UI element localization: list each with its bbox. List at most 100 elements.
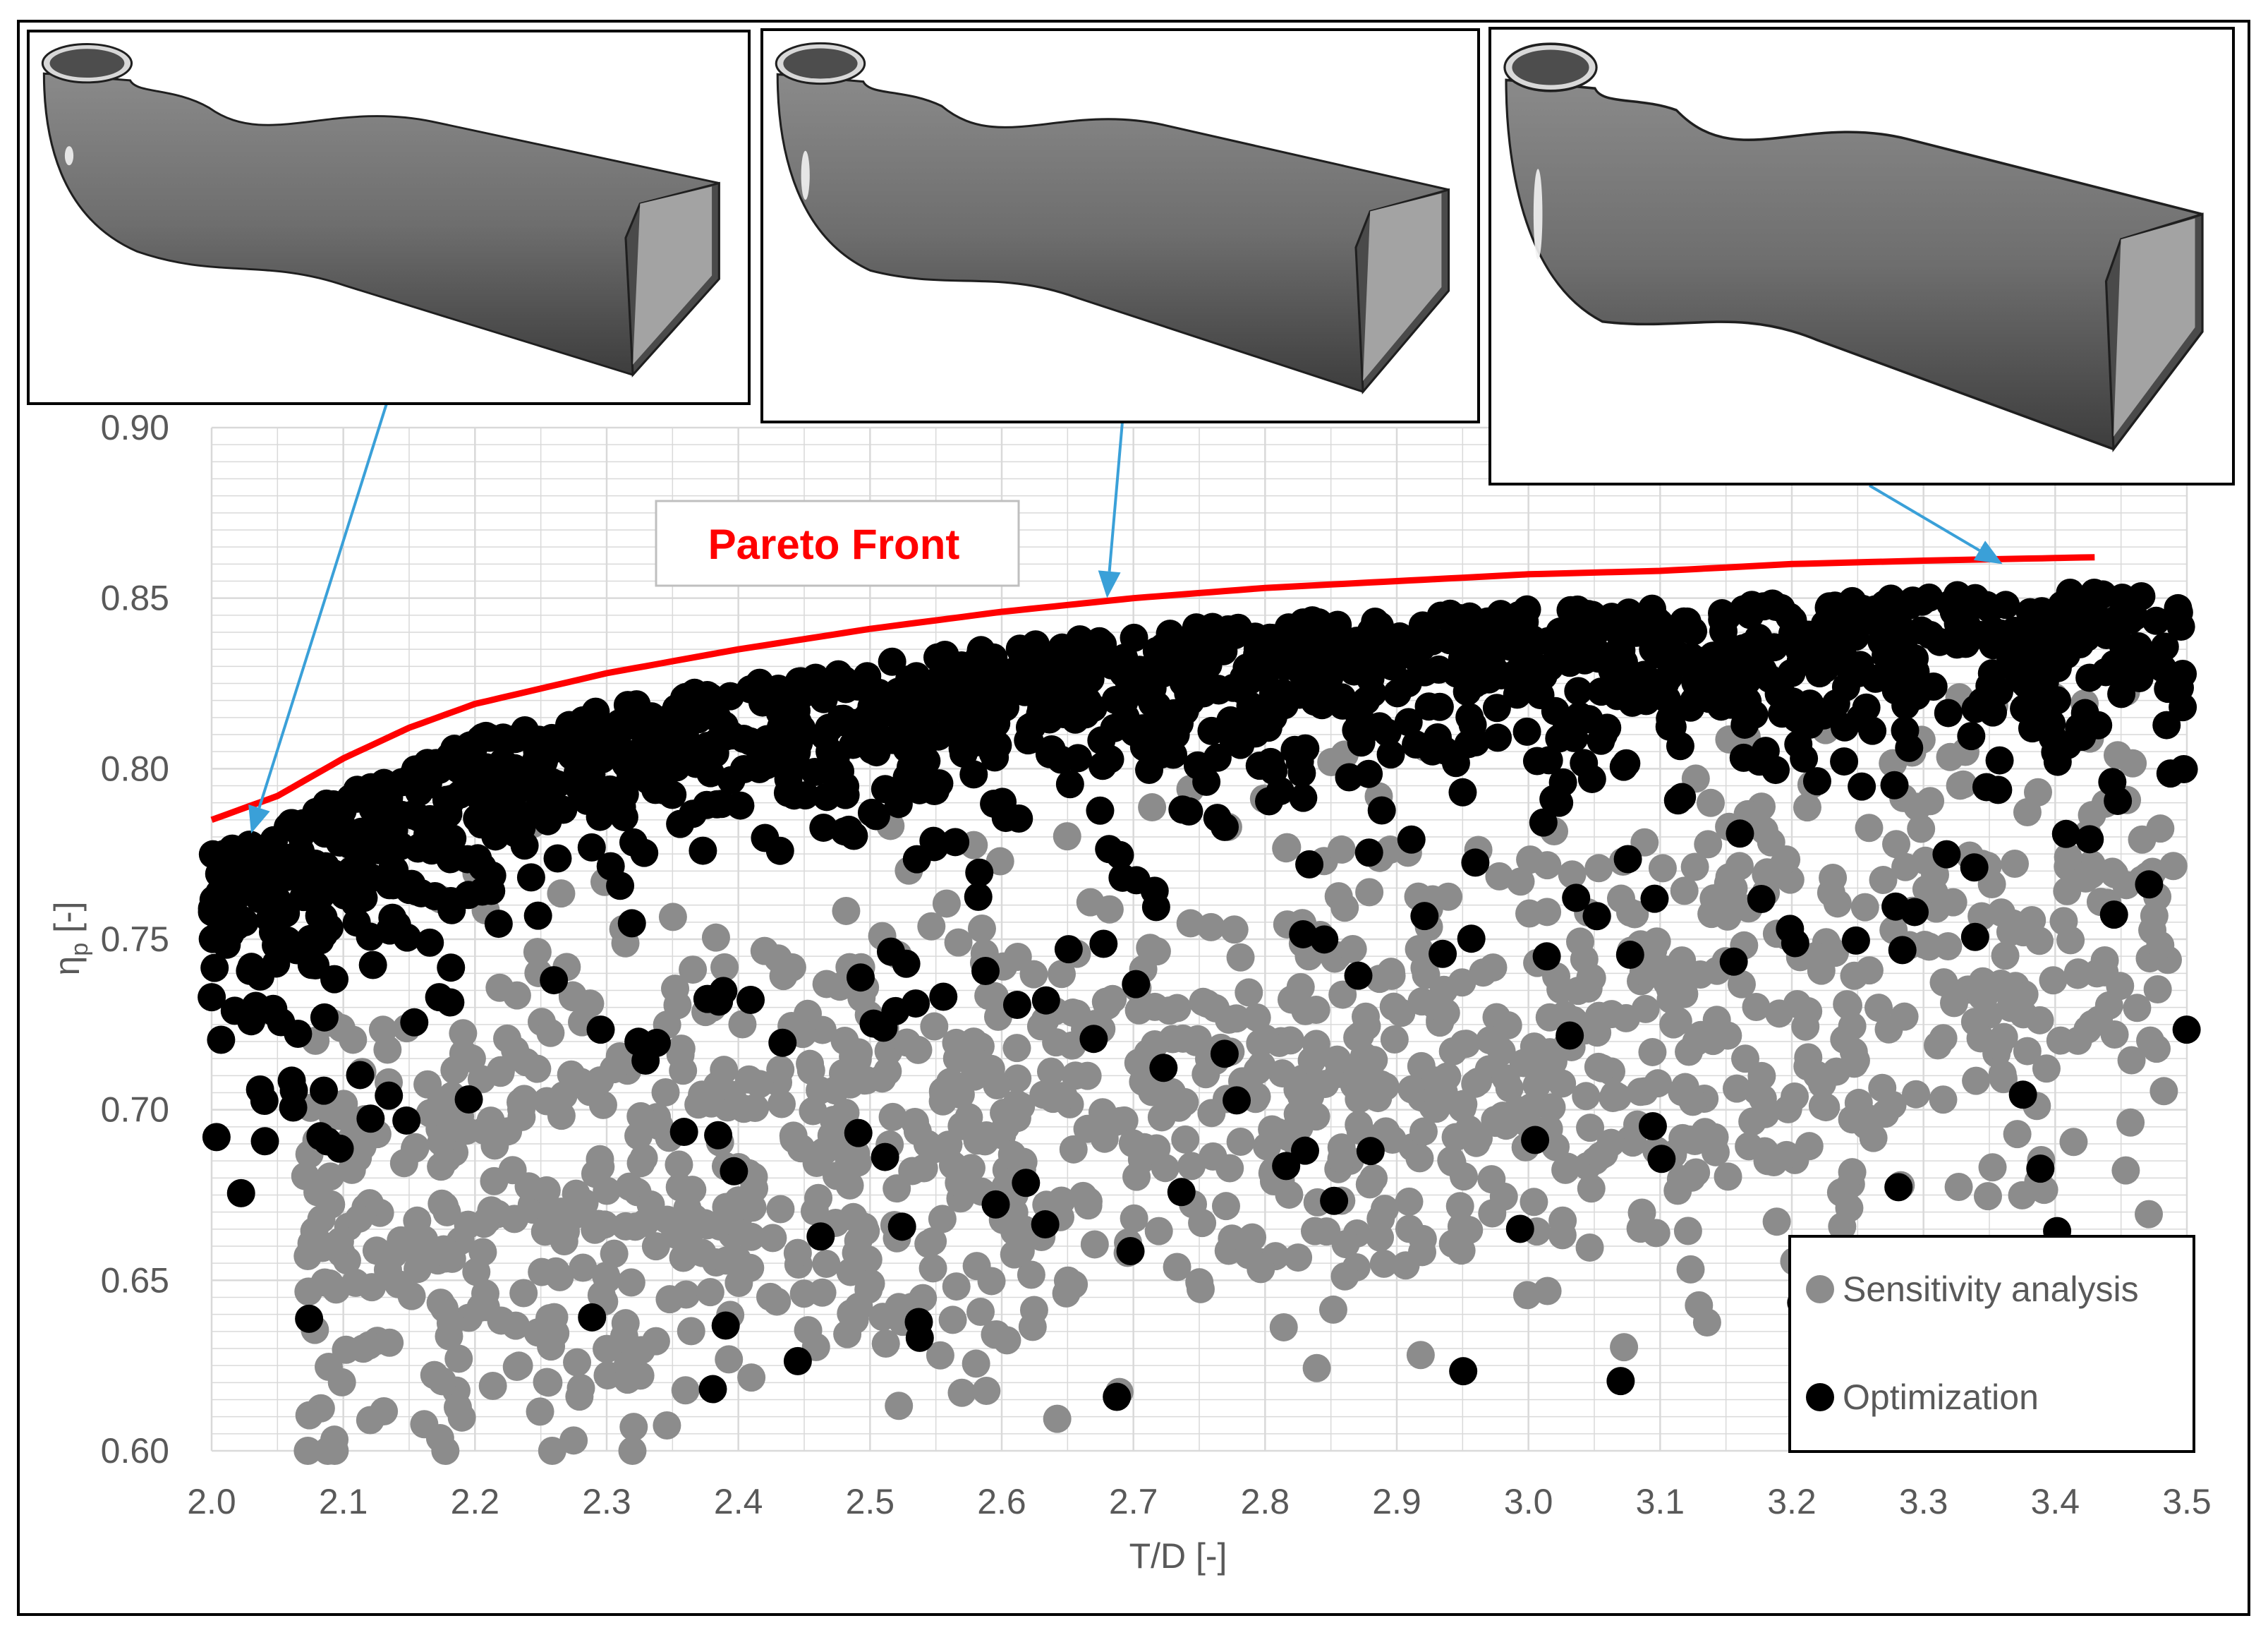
sensitivity-point <box>2039 966 2068 995</box>
sensitivity-point <box>1495 1073 1524 1102</box>
sensitivity-point <box>315 1353 344 1382</box>
sensitivity-point <box>932 889 961 918</box>
sensitivity-point <box>1226 1128 1255 1157</box>
optimization-point <box>2025 604 2054 633</box>
sensitivity-point <box>526 1397 554 1426</box>
optimization-point <box>669 1118 698 1147</box>
sensitivity-point <box>600 1239 629 1268</box>
sensitivity-point <box>986 847 1014 876</box>
optimization-point <box>712 722 741 751</box>
optimization-point <box>1508 622 1537 651</box>
duct-rendering <box>775 42 1450 395</box>
optimization-point <box>801 663 830 692</box>
optimization-point <box>1373 718 1402 747</box>
optimization-point <box>720 1157 748 1185</box>
sensitivity-point <box>918 1227 947 1256</box>
sensitivity-point <box>509 1279 538 1308</box>
sensitivity-point <box>768 1090 796 1118</box>
sensitivity-point <box>777 953 806 982</box>
sensitivity-point <box>303 1178 332 1207</box>
sensitivity-point <box>783 1238 812 1267</box>
optimization-point <box>218 834 247 863</box>
sensitivity-point <box>942 1272 971 1301</box>
sensitivity-point <box>1323 1045 1352 1074</box>
sensitivity-point <box>2142 1034 2171 1063</box>
optimization-point <box>1002 990 1031 1019</box>
optimization-point <box>1936 589 1965 618</box>
sensitivity-point <box>1663 1007 1692 1036</box>
optimization-point <box>624 1027 653 1056</box>
sensitivity-point <box>653 1411 681 1440</box>
optimization-point <box>965 858 994 887</box>
sensitivity-point <box>563 1348 592 1377</box>
sensitivity-point <box>293 1437 322 1465</box>
sensitivity-point <box>1597 1000 1626 1029</box>
sensitivity-point <box>909 1154 938 1183</box>
optimization-point <box>847 670 876 699</box>
optimization-point <box>1385 622 1414 651</box>
optimization-point <box>1216 616 1245 645</box>
optimization-point <box>947 671 976 700</box>
sensitivity-point <box>1220 915 1249 944</box>
optimization-point <box>1587 677 1615 706</box>
optimization-point <box>930 640 959 669</box>
sensitivity-point <box>2054 843 2082 871</box>
sensitivity-point <box>452 1116 481 1145</box>
sensitivity-point <box>756 1282 784 1311</box>
sensitivity-point <box>1469 958 1498 987</box>
sensitivity-point <box>397 1281 426 1310</box>
optimization-point <box>245 1075 274 1104</box>
optimization-point <box>1356 1137 1385 1166</box>
optimization-point <box>1793 706 1822 735</box>
sensitivity-point <box>750 936 779 965</box>
figure-frame <box>17 20 2250 1616</box>
sensitivity-point <box>1485 862 1514 891</box>
sensitivity-point <box>724 1268 753 1297</box>
sensitivity-point <box>1891 852 1920 881</box>
sensitivity-point <box>1907 814 1936 843</box>
optimization-point <box>1273 623 1302 652</box>
optimization-point <box>1394 708 1423 737</box>
optimization-point <box>1245 658 1274 687</box>
optimization-point <box>917 674 946 703</box>
sensitivity-point <box>427 1189 456 1218</box>
sensitivity-point <box>536 1200 565 1229</box>
optimization-point <box>1972 773 2001 802</box>
optimization-point <box>1587 726 1615 755</box>
sensitivity-point <box>723 1245 752 1274</box>
optimization-point <box>964 882 993 911</box>
x-tick-label: 3.1 <box>1636 1482 1685 1521</box>
optimization-point <box>1344 961 1373 990</box>
sensitivity-point <box>1572 1082 1601 1111</box>
sensitivity-point <box>766 1055 795 1084</box>
optimization-point <box>2142 606 2171 635</box>
optimization-point <box>1744 623 1773 652</box>
sensitivity-point <box>2123 994 2152 1022</box>
optimization-point <box>588 744 617 773</box>
optimization-point <box>1291 734 1320 763</box>
sensitivity-point <box>1673 961 1702 990</box>
optimization-point <box>1593 609 1622 638</box>
optimization-point <box>310 819 339 848</box>
x-tick-label: 3.4 <box>2031 1482 2080 1521</box>
optimization-point <box>1189 679 1218 708</box>
duct-outlet-inner <box>633 186 712 365</box>
optimization-point <box>1718 639 1747 668</box>
optimization-point <box>382 910 411 939</box>
sensitivity-point <box>2053 876 2082 905</box>
sensitivity-point <box>678 1176 707 1205</box>
sensitivity-point <box>1680 852 1709 881</box>
sensitivity-point <box>532 1176 561 1205</box>
optimization-point <box>791 781 820 810</box>
optimization-point <box>438 824 467 853</box>
sensitivity-point <box>737 1363 766 1392</box>
optimization-point <box>1512 717 1541 746</box>
sensitivity-point <box>696 1278 724 1307</box>
optimization-point <box>226 1178 255 1207</box>
optimization-point <box>924 722 953 751</box>
sensitivity-point <box>1967 982 1996 1010</box>
sensitivity-point <box>1575 1233 1604 1262</box>
duct-outlet-inner <box>1363 193 1442 381</box>
optimization-point <box>1812 610 1841 639</box>
optimization-point <box>881 996 910 1025</box>
